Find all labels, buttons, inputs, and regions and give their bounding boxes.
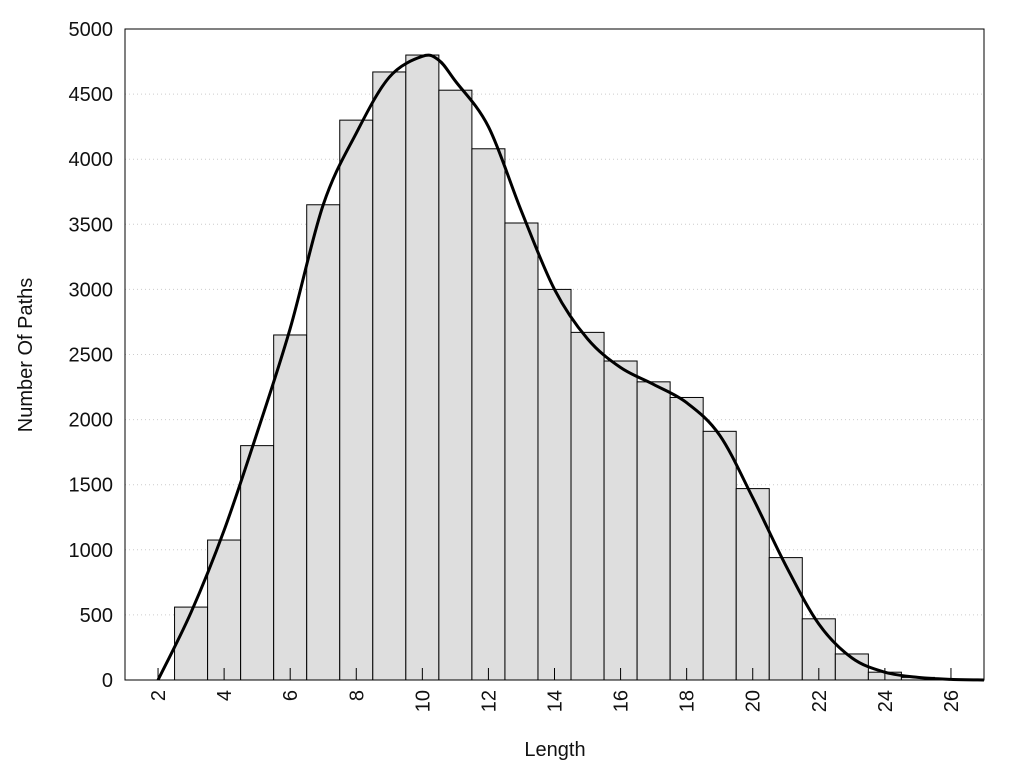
- bar: [537, 288, 572, 681]
- y-tick-label: 4500: [69, 84, 114, 106]
- y-tick-label: 1500: [69, 475, 114, 497]
- bar: [339, 119, 374, 681]
- x-tick-label: 8: [346, 690, 368, 701]
- density-line: [156, 53, 985, 682]
- y-tick-label: 4000: [69, 149, 114, 171]
- bar: [273, 334, 308, 681]
- x-tick-label: 16: [611, 690, 633, 712]
- y-tick-label: 5000: [69, 19, 114, 41]
- bar: [603, 360, 638, 681]
- bar: [636, 381, 671, 681]
- x-tick-label: 12: [478, 690, 500, 712]
- y-tick-label: 1000: [69, 540, 114, 562]
- bar: [504, 222, 539, 681]
- y-tick-label: 500: [80, 605, 113, 627]
- bar: [669, 396, 704, 681]
- bar: [405, 54, 440, 681]
- plot-frame: [124, 28, 985, 681]
- x-tick-label: 10: [412, 690, 434, 712]
- y-tick-label: 0: [102, 670, 113, 692]
- bar: [702, 430, 737, 681]
- x-tick-label: 4: [214, 690, 236, 701]
- x-tick-label: 26: [941, 690, 963, 712]
- y-axis-label: Number Of Paths: [15, 278, 37, 433]
- x-axis-label: Length: [524, 739, 585, 761]
- bar: [438, 89, 473, 681]
- y-tick-label: 3000: [69, 279, 114, 301]
- bar: [471, 148, 506, 681]
- x-tick-label: 22: [809, 690, 831, 712]
- bar: [735, 488, 770, 681]
- y-tick-label: 2000: [69, 410, 114, 432]
- y-tick-label: 3500: [69, 214, 114, 236]
- bar: [240, 445, 275, 681]
- x-tick-label: 14: [545, 690, 567, 712]
- x-tick-label: 18: [677, 690, 699, 712]
- y-tick-label: 2500: [69, 345, 114, 367]
- x-tick-label: 24: [875, 690, 897, 712]
- x-tick-label: 2: [148, 690, 170, 701]
- x-tick-label: 20: [743, 690, 765, 712]
- bar: [174, 606, 209, 681]
- x-tick-label: 6: [280, 690, 302, 701]
- bar: [306, 204, 341, 681]
- bar: [570, 331, 605, 681]
- bar: [372, 71, 407, 681]
- bar: [768, 557, 803, 681]
